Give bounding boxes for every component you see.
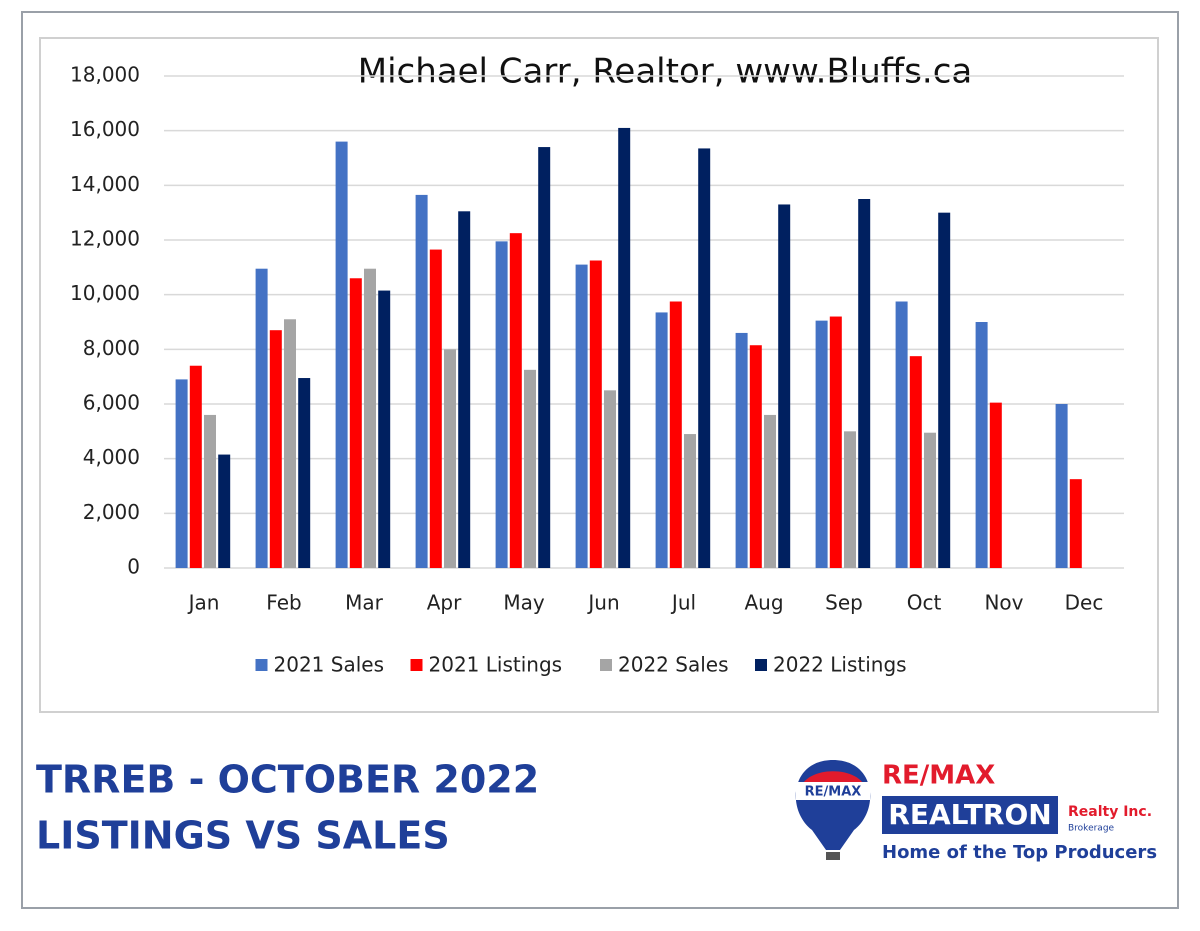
bar [669,301,682,568]
basket [826,852,840,860]
x-tick-label: Mar [345,591,384,615]
bar [218,454,231,568]
logo: RE/MAX RE/MAX REALTRON Realty Inc. Broke… [795,760,1157,863]
footer-line: LISTINGS VS SALES [36,814,450,858]
bar [175,379,188,568]
y-tick-label: 18,000 [70,63,140,87]
legend-swatch [410,659,423,671]
y-tick-label: 6,000 [83,391,140,415]
x-tick-label: Aug [744,591,783,615]
bar [204,414,216,568]
bar [429,249,442,569]
legend-label: 2022 Listings [773,653,907,677]
footer-line: TRREB - OCTOBER 2022 [36,758,539,802]
x-tick-label: Sep [825,591,863,615]
x-tick-label: Jul [670,591,696,615]
suffix: Realty Inc. [1068,804,1152,820]
bar [909,356,922,568]
y-tick-label: 4,000 [83,445,140,469]
name-box [882,796,1058,834]
legend-swatch [600,659,612,671]
y-tick-label: 16,000 [70,117,140,141]
legend-swatch [755,659,767,671]
bar [364,268,376,568]
bar [538,147,551,569]
bar [778,204,791,568]
y-tick-label: 12,000 [70,227,140,251]
y-tick-label: 14,000 [70,172,140,196]
bar [335,141,348,568]
bar [924,432,936,568]
x-tick-label: Jan [187,591,220,615]
x-tick-label: Dec [1065,591,1104,615]
bar [858,199,871,568]
bar [378,290,391,568]
bar [618,127,631,568]
x-tick-label: May [503,591,545,615]
bar [509,233,522,568]
y-tick-label: 8,000 [83,336,140,360]
bar [575,264,588,568]
bar [298,378,311,568]
bar [938,212,951,568]
bar [458,211,471,569]
bar [604,390,616,568]
bar [589,260,602,568]
name: REALTRON [888,798,1051,831]
y-tick-label: 2,000 [83,500,140,524]
bar [895,301,908,568]
x-tick-label: Nov [984,591,1023,615]
bar [764,414,776,568]
bar [255,268,268,568]
legend-label: 2021 Sales [274,653,385,677]
bar [284,319,296,568]
bar [1055,404,1068,568]
brand: RE/MAX [882,761,995,791]
legend-swatch [255,659,268,671]
balloon-text: RE/MAX [805,785,862,800]
legend-label: 2021 Listings [429,653,563,677]
bar [524,369,536,568]
bar [749,345,762,568]
x-tick-label: Oct [907,591,942,615]
bar [975,322,988,568]
bar [698,148,711,568]
x-tick-label: Jun [586,591,619,615]
bar [189,365,202,568]
tagline: Home of the Top Producers [882,842,1157,863]
bar [735,332,748,568]
bar [349,278,362,568]
chart-title: Michael Carr, Realtor, www.Bluffs.ca [358,52,973,92]
sub: Brokerage [1068,824,1115,834]
bar [495,241,508,568]
bar [815,320,828,568]
bar [844,431,856,568]
bar [269,330,282,568]
y-tick-label: 0 [127,555,140,579]
legend-label: 2022 Sales [618,653,729,677]
balloon-band [796,782,870,800]
bar [684,434,696,568]
bar [655,312,668,568]
x-tick-label: Feb [266,591,301,615]
bar [444,349,456,568]
bar [989,402,1002,568]
x-tick-label: Apr [427,591,462,615]
bar [829,316,842,568]
bar [415,194,428,568]
bar [1069,479,1082,568]
y-tick-label: 10,000 [70,281,140,305]
